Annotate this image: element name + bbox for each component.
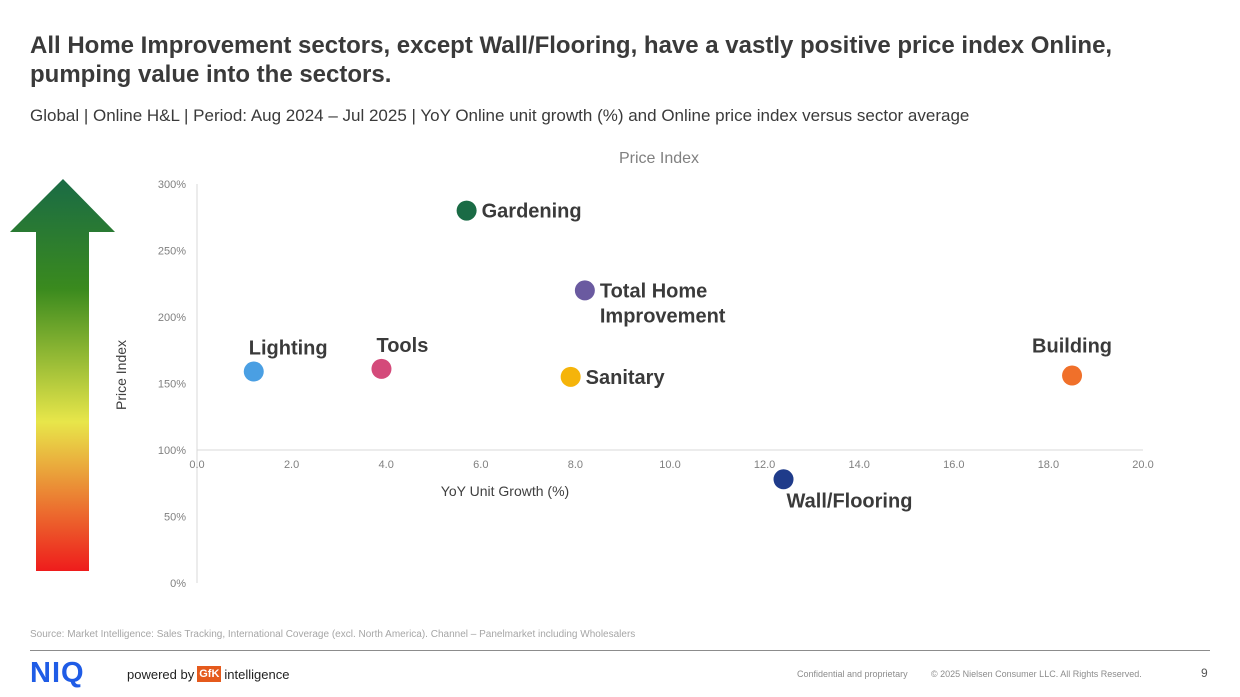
- copyright-note: © 2025 Nielsen Consumer LLC. All Rights …: [931, 669, 1142, 679]
- powered-by: powered by GfK intelligence: [127, 666, 289, 682]
- x-tick-label: 12.0: [754, 459, 775, 471]
- price-arrow-icon: [10, 179, 115, 571]
- y-tick-label: 200%: [158, 312, 186, 324]
- x-tick-label: 2.0: [284, 459, 299, 471]
- data-label: Tools: [376, 335, 428, 357]
- data-point: [1062, 365, 1083, 386]
- footer-divider: [30, 650, 1210, 651]
- data-points: Gardening Total Home Improvement Lighting To…: [243, 200, 1112, 512]
- data-point: [456, 200, 477, 221]
- y-tick-label: 250%: [158, 246, 186, 258]
- intelligence-label: intelligence: [224, 666, 290, 682]
- data-label-line: Improvement: [600, 305, 726, 327]
- x-tick-label: 14.0: [848, 459, 869, 471]
- x-tick-label: 6.0: [473, 459, 488, 471]
- chart-title: Price Index: [619, 150, 699, 167]
- x-tick-label: 16.0: [943, 459, 964, 471]
- data-label-line: Gardening: [482, 201, 582, 223]
- price-index-chart: Price Index Price Index YoY Unit Growth …: [10, 150, 1154, 590]
- data-label: Sanitary: [586, 367, 666, 389]
- data-label: Wall/Flooring: [787, 490, 913, 512]
- y-axis-label: Price Index: [113, 340, 129, 410]
- data-label-line: Tools: [376, 335, 428, 357]
- confidential-note: Confidential and proprietary: [797, 669, 908, 679]
- x-tick-label: 8.0: [568, 459, 583, 471]
- page-number: 9: [1201, 666, 1208, 680]
- powered-by-label: powered by: [127, 666, 195, 682]
- data-label: Lighting: [249, 338, 328, 360]
- data-point: [560, 366, 581, 387]
- data-point: [371, 358, 392, 379]
- y-tick-label: 0%: [170, 578, 186, 590]
- y-tick-labels: 0% 50% 100% 150% 200% 250% 300%: [158, 179, 186, 590]
- data-label-line: Total Home: [600, 280, 707, 302]
- y-tick-label: 300%: [158, 179, 186, 191]
- page-subtitle: Global | Online H&L | Period: Aug 2024 –…: [30, 106, 970, 125]
- niq-logo: NIQ: [30, 657, 85, 689]
- data-point: [773, 469, 794, 490]
- x-tick-label: 20.0: [1132, 459, 1153, 471]
- x-axis-label: YoY Unit Growth (%): [441, 483, 569, 499]
- page-title: All Home Improvement sectors, except Wal…: [30, 32, 1113, 88]
- x-tick-label: 0.0: [189, 459, 204, 471]
- data-label-line: Building: [1032, 336, 1112, 358]
- source-note: Source: Market Intelligence: Sales Track…: [30, 629, 636, 640]
- data-label-line: Sanitary: [586, 367, 666, 389]
- x-tick-label: 4.0: [379, 459, 394, 471]
- x-tick-label: 10.0: [659, 459, 680, 471]
- x-tick-labels: 0.0 2.0 4.0 6.0 8.0 10.0 12.0 14.0 16.0 18.0 20.0: [189, 459, 1153, 471]
- data-label-line: Wall/Flooring: [787, 490, 913, 512]
- data-label: Total Home Improvement: [600, 280, 726, 327]
- data-point: [574, 280, 595, 301]
- data-label-line: Lighting: [249, 338, 328, 360]
- data-label: Building: [1032, 336, 1112, 358]
- y-tick-label: 50%: [164, 512, 186, 524]
- x-tick-label: 18.0: [1038, 459, 1059, 471]
- y-tick-label: 150%: [158, 379, 186, 391]
- data-point: [243, 361, 264, 382]
- data-label: Gardening: [482, 201, 582, 223]
- y-tick-label: 100%: [158, 445, 186, 457]
- gfk-logo-icon: GfK: [197, 666, 222, 682]
